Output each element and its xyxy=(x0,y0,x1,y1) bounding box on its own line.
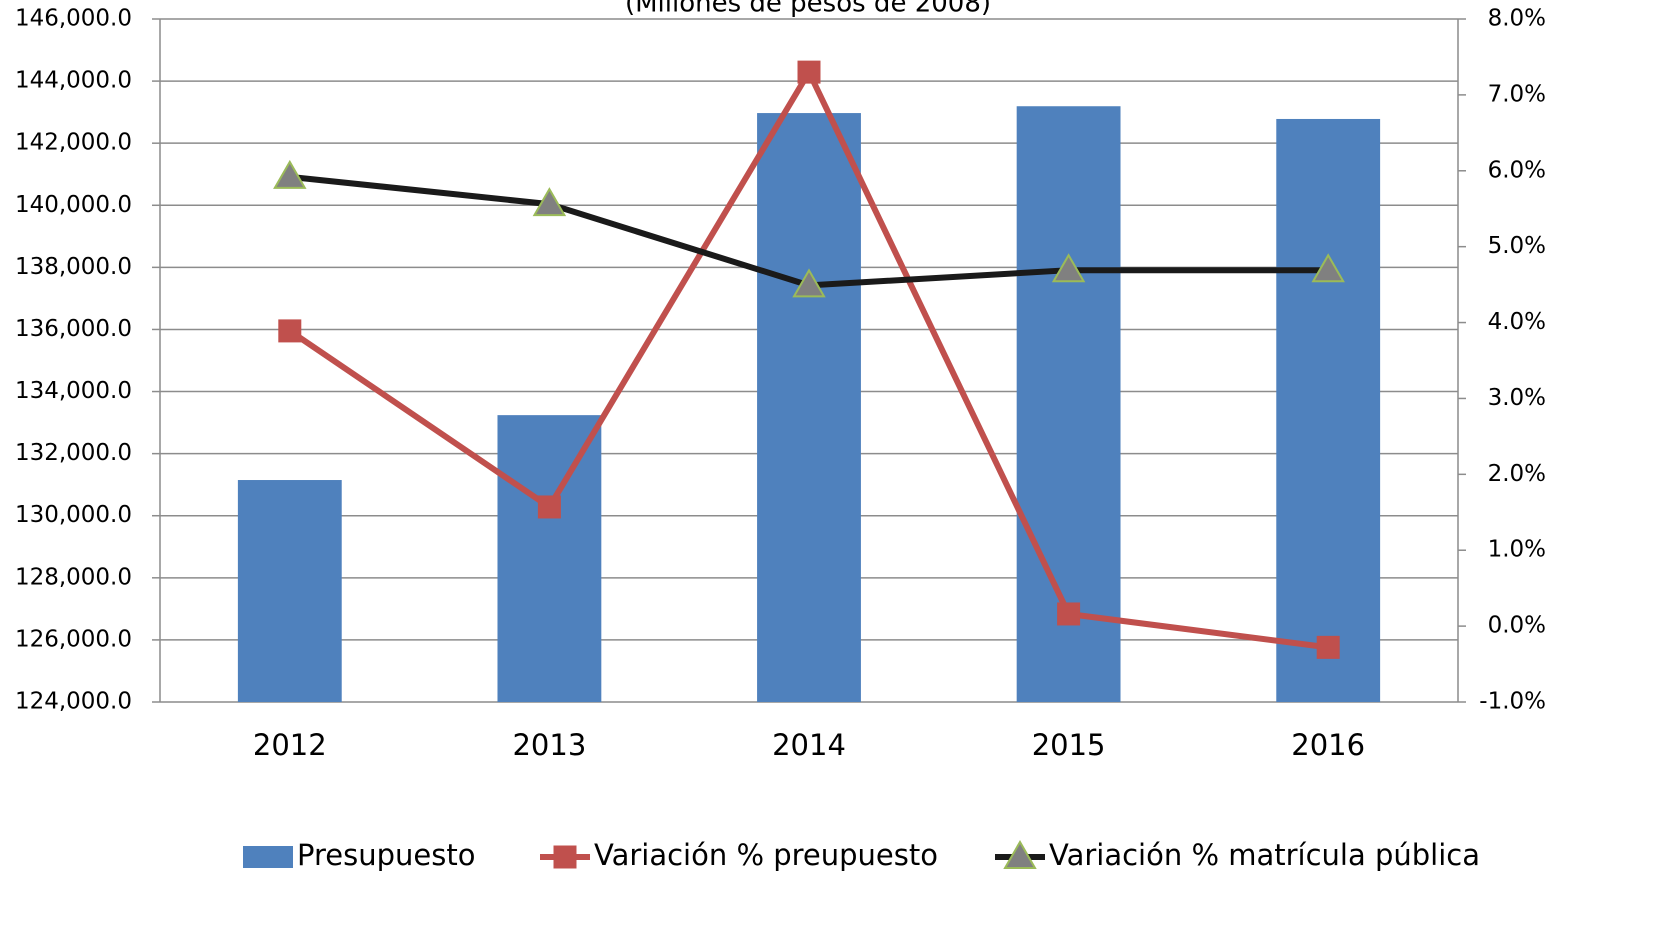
y-tick-label: 128,000.0 xyxy=(15,564,132,590)
marker xyxy=(537,495,561,519)
y2-tick-label: 0.0% xyxy=(1488,613,1546,639)
y-tick-label: 146,000.0 xyxy=(15,6,132,32)
y-tick-label: 136,000.0 xyxy=(15,316,132,342)
y2-tick-label: 6.0% xyxy=(1488,157,1546,183)
marker xyxy=(273,159,307,189)
y2-tick-label: 8.0% xyxy=(1488,6,1546,32)
x-tick-label: 2013 xyxy=(512,728,586,762)
y2-tick-label: -1.0% xyxy=(1479,689,1546,715)
y-tick-label: 142,000.0 xyxy=(15,130,132,156)
marker xyxy=(1003,839,1037,869)
legend-label: Variación % matrícula pública xyxy=(1049,838,1480,872)
y2-tick-label: 5.0% xyxy=(1488,233,1546,259)
legend-swatch xyxy=(243,846,293,868)
y-tick-label: 138,000.0 xyxy=(15,254,132,280)
marker xyxy=(1316,635,1340,659)
chart-subtitle: (Millones de pesos de 2008) xyxy=(625,0,991,19)
y-tick-label: 144,000.0 xyxy=(15,68,132,94)
x-tick-label: 2014 xyxy=(772,728,846,762)
y2-tick-label: 2.0% xyxy=(1488,461,1546,487)
bar xyxy=(497,415,602,702)
marker xyxy=(797,60,821,84)
y-tick-label: 140,000.0 xyxy=(15,192,132,218)
bar xyxy=(237,480,342,702)
marker xyxy=(278,319,302,343)
x-tick-label: 2016 xyxy=(1291,728,1365,762)
bar xyxy=(757,113,861,702)
x-tick-label: 2015 xyxy=(1032,728,1106,762)
marker xyxy=(1311,253,1345,283)
marker xyxy=(532,187,567,217)
y2-tick-label: 1.0% xyxy=(1488,537,1546,563)
y2-tick-label: 7.0% xyxy=(1488,81,1546,107)
marker xyxy=(1057,602,1081,626)
bar xyxy=(1276,118,1381,702)
x-tick-label: 2012 xyxy=(253,728,327,762)
y-tick-label: 124,000.0 xyxy=(15,689,132,715)
legend-label: Variación % preupuesto xyxy=(594,838,938,872)
y2-tick-label: 4.0% xyxy=(1488,309,1546,335)
y-tick-label: 126,000.0 xyxy=(15,626,132,652)
y-tick-label: 130,000.0 xyxy=(15,502,132,528)
y-tick-label: 132,000.0 xyxy=(15,440,132,466)
y-tick-label: 134,000.0 xyxy=(15,378,132,404)
marker xyxy=(792,268,826,298)
marker xyxy=(1051,253,1086,283)
y2-tick-label: 3.0% xyxy=(1488,385,1546,411)
legend-label: Presupuesto xyxy=(297,838,475,872)
marker xyxy=(553,845,577,869)
